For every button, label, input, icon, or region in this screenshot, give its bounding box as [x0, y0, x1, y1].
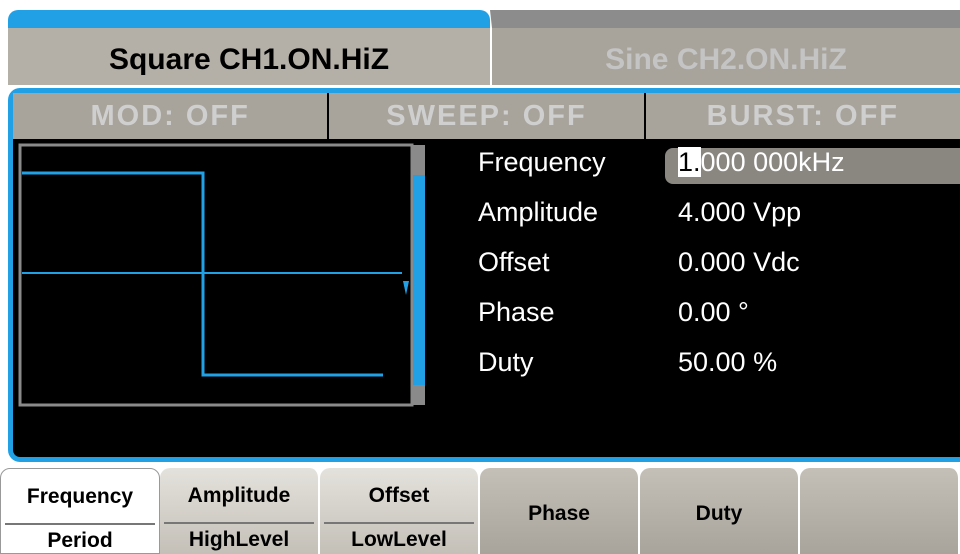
softkey-label: Duty [695, 502, 743, 525]
value-highlight [665, 148, 960, 184]
softkey[interactable]: Amplitude HighLevel [160, 468, 320, 554]
waveform-frame [18, 143, 414, 407]
scrollbar-thumb [413, 175, 425, 385]
channel-tab-active[interactable]: Square CH1.ON.HiZ [8, 10, 490, 85]
param-value: 0.000 Vdc [678, 247, 800, 277]
softkey[interactable]: Phase [480, 468, 640, 554]
softkey-label: Offset [368, 484, 430, 507]
waveform-view [18, 143, 425, 407]
param-value[interactable]: 1.000 000kHz [678, 147, 845, 177]
channel-tab[interactable]: Sine CH2.ON.HiZ [490, 10, 960, 85]
param-label[interactable]: Offset [478, 247, 550, 277]
param-value: 0.00 ° [678, 297, 749, 327]
param-value: 50.00 % [678, 347, 778, 377]
param-label[interactable]: Amplitude [478, 197, 599, 227]
softkey-label: Phase [528, 502, 590, 525]
param-label[interactable]: Frequency [478, 147, 606, 177]
param-label[interactable]: Duty [478, 347, 534, 377]
softkey[interactable]: Offset LowLevel [320, 468, 480, 554]
status-item: MOD: OFF [13, 93, 330, 139]
softkey-sublabel: HighLevel [164, 522, 314, 552]
status-item: BURST: OFF [706, 100, 899, 132]
softkey-label: Amplitude [187, 484, 291, 507]
softkey[interactable] [800, 468, 960, 554]
softkey[interactable]: Duty [640, 468, 800, 554]
param-value: 4.000 Vpp [678, 197, 802, 227]
param-label[interactable]: Phase [478, 297, 555, 327]
status-bar: MOD: OFF SWEEP: OFF BURST: OFF [13, 93, 960, 139]
waveform [22, 171, 383, 377]
marker [403, 281, 409, 295]
softkey[interactable]: Frequency Period [0, 468, 160, 554]
softkey-sublabel: LowLevel [324, 522, 474, 552]
softkey-sublabel: Period [5, 523, 155, 553]
status-item: SWEEP: OFF [329, 93, 646, 139]
softkey-label: Frequency [26, 485, 134, 508]
